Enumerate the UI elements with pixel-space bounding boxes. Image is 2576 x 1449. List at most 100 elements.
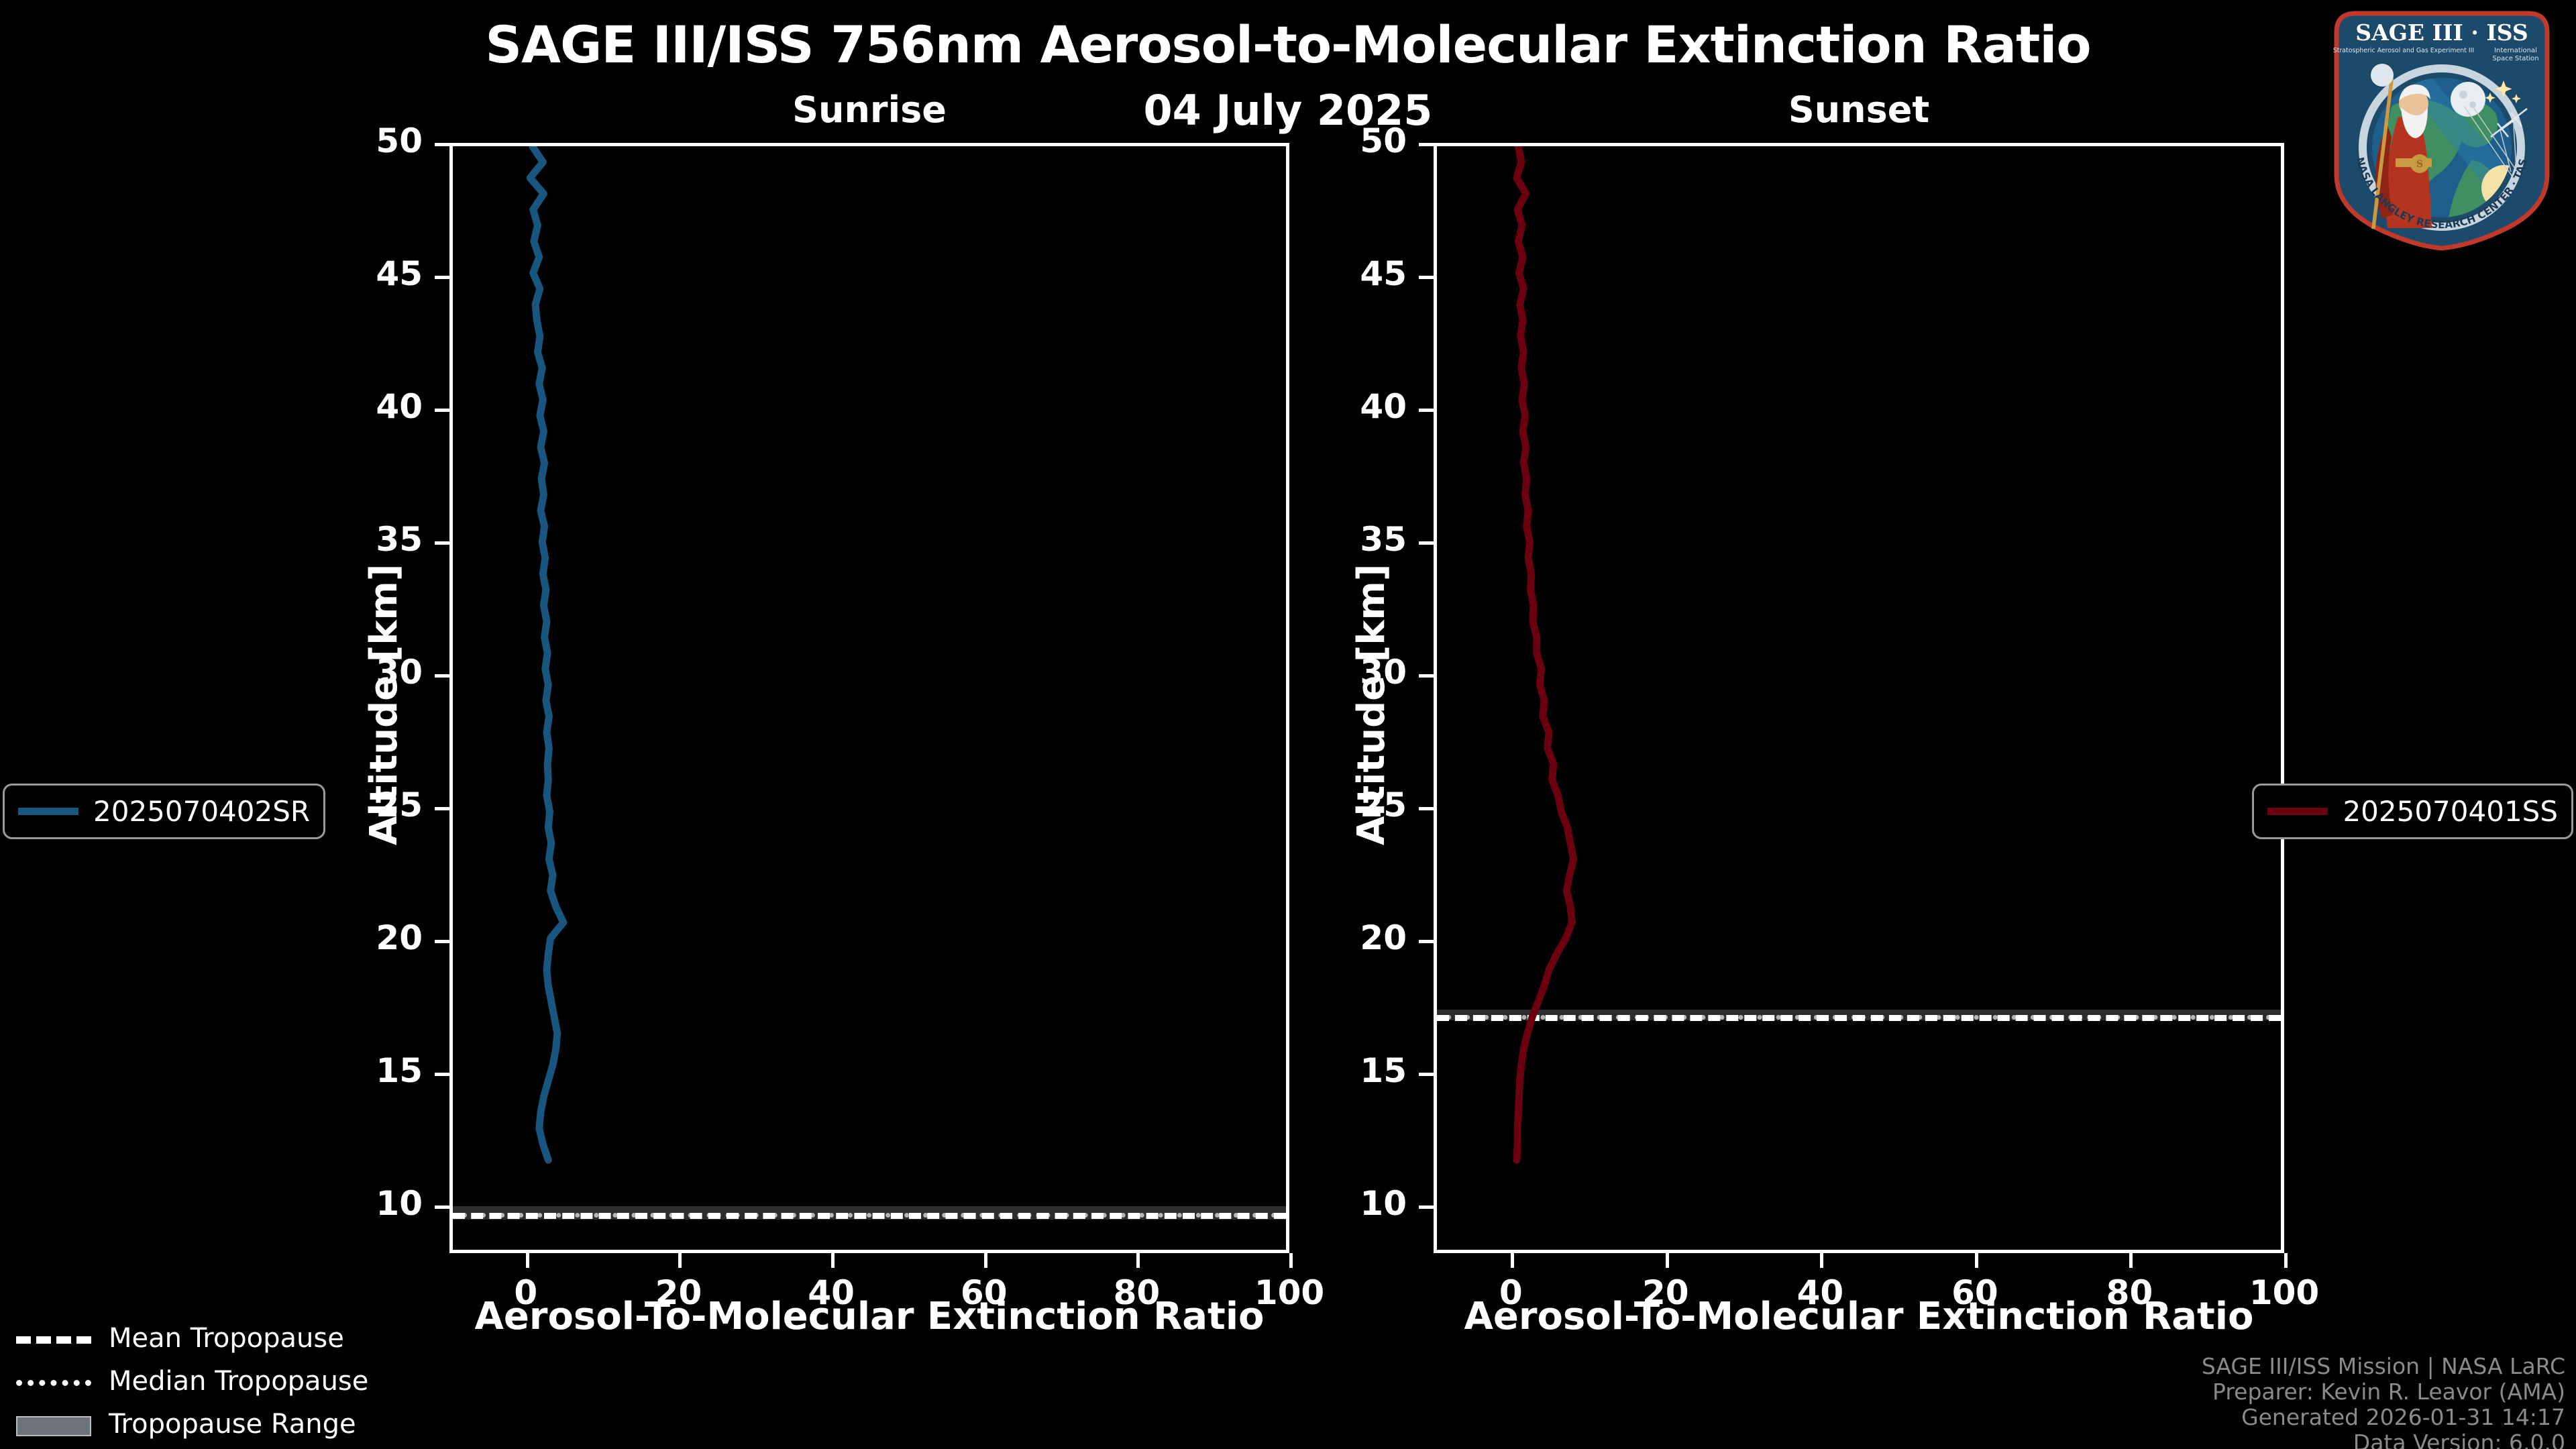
patch-subtitle-left: Stratospheric Aerosol and Gas Experiment… bbox=[2333, 47, 2474, 54]
mean-tropopause-line-sunrise bbox=[453, 1212, 1286, 1219]
y-axis-tick bbox=[1419, 939, 1434, 943]
x-axis-tick bbox=[2284, 1253, 2288, 1268]
y-axis-tick bbox=[435, 541, 449, 545]
x-axis-tick bbox=[678, 1253, 682, 1268]
x-axis-tick bbox=[1974, 1253, 1978, 1268]
y-axis-tick bbox=[1419, 541, 1434, 545]
date-title: 04 July 2025 bbox=[1143, 86, 1433, 135]
x-axis-tick bbox=[831, 1253, 835, 1268]
footer-line-preparer: Preparer: Kevin R. Leavor (AMA) bbox=[2212, 1379, 2565, 1405]
ylabel-sunset: Altitude [km] bbox=[1350, 564, 1393, 845]
x-axis-tick-label: 80 bbox=[2106, 1273, 2153, 1312]
patch-light-rays bbox=[2463, 103, 2520, 179]
panel-title-sunset: Sunset bbox=[1788, 89, 1930, 131]
x-axis-tick-label: 0 bbox=[514, 1273, 538, 1312]
y-axis-tick bbox=[1419, 1072, 1434, 1076]
y-axis-tick bbox=[435, 275, 449, 279]
series-polyline bbox=[526, 146, 568, 1164]
legend-label-median-tropopause: Median Tropopause bbox=[109, 1366, 369, 1397]
y-axis-tick-label: 50 bbox=[376, 121, 423, 160]
x-axis-tick-label: 0 bbox=[1499, 1273, 1523, 1312]
y-axis-tick-label: 15 bbox=[1360, 1051, 1407, 1090]
tropopause-legend: Mean Tropopause Median Tropopause Tropop… bbox=[16, 1323, 368, 1440]
x-axis-tick bbox=[1136, 1253, 1140, 1268]
y-axis-tick-label: 30 bbox=[1360, 652, 1407, 692]
x-axis-tick bbox=[1665, 1253, 1669, 1268]
patch-title: SAGE III · ISS bbox=[2355, 19, 2528, 46]
y-axis-tick bbox=[435, 143, 449, 146]
page-title: SAGE III/ISS 756nm Aerosol-to-Molecular … bbox=[485, 15, 2091, 74]
y-axis-tick-label: 35 bbox=[376, 519, 423, 559]
y-axis-tick bbox=[435, 408, 449, 412]
x-axis-tick-label: 60 bbox=[1951, 1273, 1998, 1312]
legend-swatch-sunrise bbox=[18, 808, 78, 815]
y-axis-tick-label: 15 bbox=[376, 1051, 423, 1090]
patch-subtitle-right-2: Space Station bbox=[2492, 55, 2538, 62]
series-legend-sunset[interactable]: 2025070401SS bbox=[2252, 784, 2573, 839]
legend-label-sunrise: 2025070402SR bbox=[93, 795, 311, 828]
x-axis-tick-label: 20 bbox=[1642, 1273, 1689, 1312]
legend-swatch-sunset bbox=[2267, 808, 2328, 815]
x-axis-tick-label: 100 bbox=[1254, 1273, 1325, 1312]
x-axis-tick bbox=[2129, 1253, 2133, 1268]
patch-stars bbox=[2485, 80, 2521, 103]
legend-label-sunset: 2025070401SS bbox=[2343, 795, 2558, 828]
y-axis-tick bbox=[435, 939, 449, 943]
legend-label-mean-tropopause: Mean Tropopause bbox=[109, 1323, 344, 1354]
mean-tropopause-line-sunset bbox=[1437, 1014, 2281, 1021]
y-axis-tick bbox=[1419, 806, 1434, 810]
x-axis-tick bbox=[1289, 1253, 1293, 1268]
y-axis-tick bbox=[435, 674, 449, 678]
plot-area-sunset bbox=[1434, 143, 2284, 1253]
x-axis-tick bbox=[525, 1253, 529, 1268]
y-axis-tick-label: 45 bbox=[1360, 254, 1407, 293]
xlabel-sunrise: Aerosol-To-Molecular Extinction Ratio bbox=[474, 1295, 1265, 1338]
x-axis-tick bbox=[1511, 1253, 1515, 1268]
y-axis-tick bbox=[1419, 674, 1434, 678]
svg-text:S: S bbox=[2416, 159, 2423, 170]
plot-area-sunrise bbox=[449, 143, 1289, 1253]
y-axis-tick bbox=[435, 1205, 449, 1209]
filled-box-icon bbox=[16, 1416, 91, 1436]
y-axis-tick bbox=[435, 806, 449, 810]
legend-label-tropopause-range: Tropopause Range bbox=[109, 1409, 356, 1440]
x-axis-tick-label: 20 bbox=[655, 1273, 702, 1312]
dotted-line-icon bbox=[16, 1373, 91, 1389]
legend-row-median-tropopause: Median Tropopause bbox=[16, 1366, 368, 1397]
x-axis-tick-label: 80 bbox=[1113, 1273, 1161, 1312]
dashed-line-icon bbox=[16, 1330, 91, 1346]
y-axis-tick bbox=[1419, 275, 1434, 279]
series-line-sunrise bbox=[526, 146, 568, 1164]
y-axis-tick bbox=[1419, 1205, 1434, 1209]
patch-subtitle-right-1: International bbox=[2494, 47, 2537, 54]
y-axis-tick bbox=[1419, 143, 1434, 146]
footer-line-version: Data Version: 6.0.0 bbox=[2353, 1430, 2565, 1449]
y-axis-tick-label: 30 bbox=[376, 652, 423, 692]
x-axis-tick-label: 100 bbox=[2249, 1273, 2320, 1312]
xlabel-sunset: Aerosol-To-Molecular Extinction Ratio bbox=[1464, 1295, 2254, 1338]
footer-line-mission: SAGE III/ISS Mission | NASA LaRC bbox=[2201, 1353, 2565, 1379]
series-legend-sunrise[interactable]: 2025070402SR bbox=[3, 784, 326, 839]
y-axis-tick bbox=[435, 1072, 449, 1076]
y-axis-tick bbox=[1419, 408, 1434, 412]
y-axis-tick-label: 20 bbox=[1360, 918, 1407, 957]
y-axis-tick-label: 40 bbox=[1360, 386, 1407, 426]
y-axis-tick-label: 35 bbox=[1360, 519, 1407, 559]
x-axis-tick-label: 40 bbox=[1796, 1273, 1844, 1312]
sage-iii-iss-mission-patch-icon: SAGE III · ISS Stratospheric Aerosol and… bbox=[2318, 5, 2550, 251]
y-axis-tick-label: 10 bbox=[376, 1183, 423, 1223]
footer-line-generated: Generated 2026-01-31 14:17 bbox=[2241, 1404, 2565, 1430]
x-axis-tick bbox=[1820, 1253, 1824, 1268]
patch-iss bbox=[2490, 107, 2528, 138]
legend-row-mean-tropopause: Mean Tropopause bbox=[16, 1323, 368, 1354]
y-axis-tick-label: 45 bbox=[376, 254, 423, 293]
y-axis-tick-label: 40 bbox=[376, 386, 423, 426]
y-axis-tick-label: 25 bbox=[1360, 785, 1407, 824]
y-axis-tick-label: 50 bbox=[1360, 121, 1407, 160]
series-polyline bbox=[1513, 146, 1578, 1164]
x-axis-tick-label: 60 bbox=[960, 1273, 1008, 1312]
x-axis-tick-label: 40 bbox=[808, 1273, 855, 1312]
y-axis-tick-label: 20 bbox=[376, 918, 423, 957]
footer-credits: SAGE III/ISS Mission | NASA LaRC Prepare… bbox=[2202, 1354, 2565, 1449]
